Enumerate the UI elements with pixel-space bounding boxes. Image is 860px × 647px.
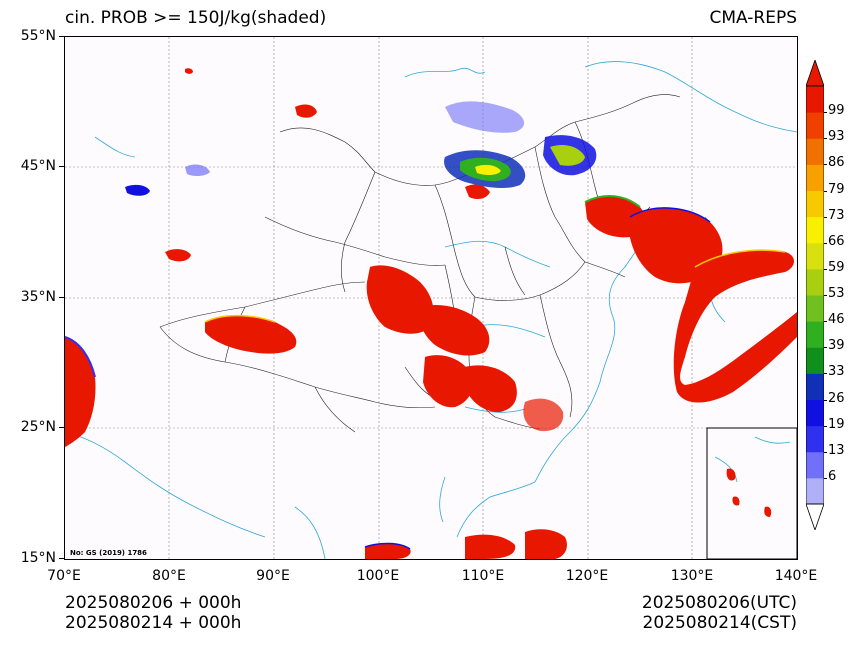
lon-label-80: 80°E (152, 568, 186, 584)
colorbar-underflow-triangle (806, 503, 824, 530)
model-name: CMA-REPS (709, 8, 797, 28)
colorbar-tick (824, 425, 827, 427)
colorbar-segment (806, 295, 824, 322)
lon-label-130: 130°E (670, 568, 714, 584)
south-china-sea-inset (706, 427, 797, 559)
lon-label-70: 70°E (47, 568, 81, 584)
lat-label-25: 25°N (20, 419, 56, 435)
probability-shading (65, 68, 797, 559)
map-area: No: GS (2019) 1786 (64, 36, 798, 560)
colorbar-tick (824, 347, 827, 349)
colorbar-tick (824, 399, 827, 401)
map-svg (65, 37, 797, 559)
colorbar-label: 13 (828, 442, 845, 458)
lon-label-90: 90°E (256, 568, 290, 584)
colorbar-segment (806, 112, 824, 139)
lon-label-140: 140°E (774, 568, 818, 584)
footer-left: 2025080206 + 000h 2025080214 + 000h (65, 593, 241, 633)
colorbar-label: 86 (828, 155, 845, 171)
colorbar-label: 79 (828, 181, 845, 197)
lat-tick (59, 427, 64, 428)
lat-tick (59, 166, 64, 167)
colorbar-label: 66 (828, 233, 845, 249)
borders (159, 94, 681, 433)
colorbar-label: 59 (828, 259, 845, 275)
lat-tick (59, 297, 64, 298)
colorbar-label: 6 (828, 468, 837, 484)
colorbar-segment (806, 399, 824, 427)
colorbar-tick (824, 268, 827, 270)
colorbar-segment (806, 86, 824, 113)
lat-label-35: 35°N (20, 289, 56, 305)
map-approval-notice: No: GS (2019) 1786 (70, 549, 147, 557)
colorbar-label: 26 (828, 390, 845, 406)
colorbar-segment (806, 216, 824, 244)
colorbar-segment (806, 190, 824, 218)
lat-tick (59, 558, 64, 559)
colorbar-tick (824, 295, 827, 296)
footer-right: 2025080206(UTC) 2025080214(CST) (642, 593, 797, 633)
colorbar-label: 46 (828, 312, 845, 328)
valid-time-utc: 2025080206(UTC) (641, 593, 797, 613)
colorbar-segment (806, 242, 824, 270)
colorbar-segment (806, 321, 824, 348)
map-title: cin. PROB >= 150J/kg(shaded) (65, 8, 327, 28)
lat-label-15: 15°N (20, 550, 56, 566)
colorbar-segment (806, 373, 824, 400)
colorbar-tick (824, 373, 827, 375)
colorbar-segment (806, 268, 824, 296)
colorbar-segment (806, 164, 824, 191)
colorbar-tick (824, 164, 827, 166)
colorbar-segment (806, 138, 824, 165)
colorbar-tick (824, 138, 827, 140)
colorbar-segment (806, 451, 824, 479)
colorbar-tick (824, 451, 827, 453)
lon-label-100: 100°E (356, 568, 400, 584)
colorbar-overflow-triangle (806, 60, 824, 87)
colorbar-label: 33 (828, 364, 845, 380)
colorbar-segment (806, 347, 824, 374)
colorbar-segment (806, 477, 824, 505)
colorbar-label: 19 (828, 416, 845, 432)
lon-label-110: 110°E (461, 568, 505, 584)
colorbar-label: 73 (828, 207, 845, 223)
init-time-cst: 2025080214 + 000h (65, 613, 242, 633)
colorbar-label: 99 (828, 103, 845, 119)
colorbar-frame (806, 85, 824, 505)
lat-label-45: 45°N (20, 158, 56, 174)
init-time-utc: 2025080206 + 000h (65, 593, 242, 613)
colorbar-segment (806, 425, 824, 453)
colorbar-tick (824, 112, 827, 114)
colorbar (806, 60, 824, 530)
colorbar-label: 53 (828, 286, 845, 301)
colorbar-tick (824, 242, 827, 244)
colorbar-label: 93 (828, 129, 845, 145)
colorbar-tick (824, 216, 827, 218)
lon-label-120: 120°E (565, 568, 609, 584)
colorbar-tick (824, 477, 827, 479)
colorbar-tick (824, 321, 827, 323)
valid-time-cst: 2025080214(CST) (642, 613, 797, 633)
colorbar-label: 39 (828, 338, 845, 354)
colorbar-tick (824, 190, 827, 192)
lat-tick (59, 36, 64, 37)
lat-label-55: 55°N (20, 28, 56, 44)
